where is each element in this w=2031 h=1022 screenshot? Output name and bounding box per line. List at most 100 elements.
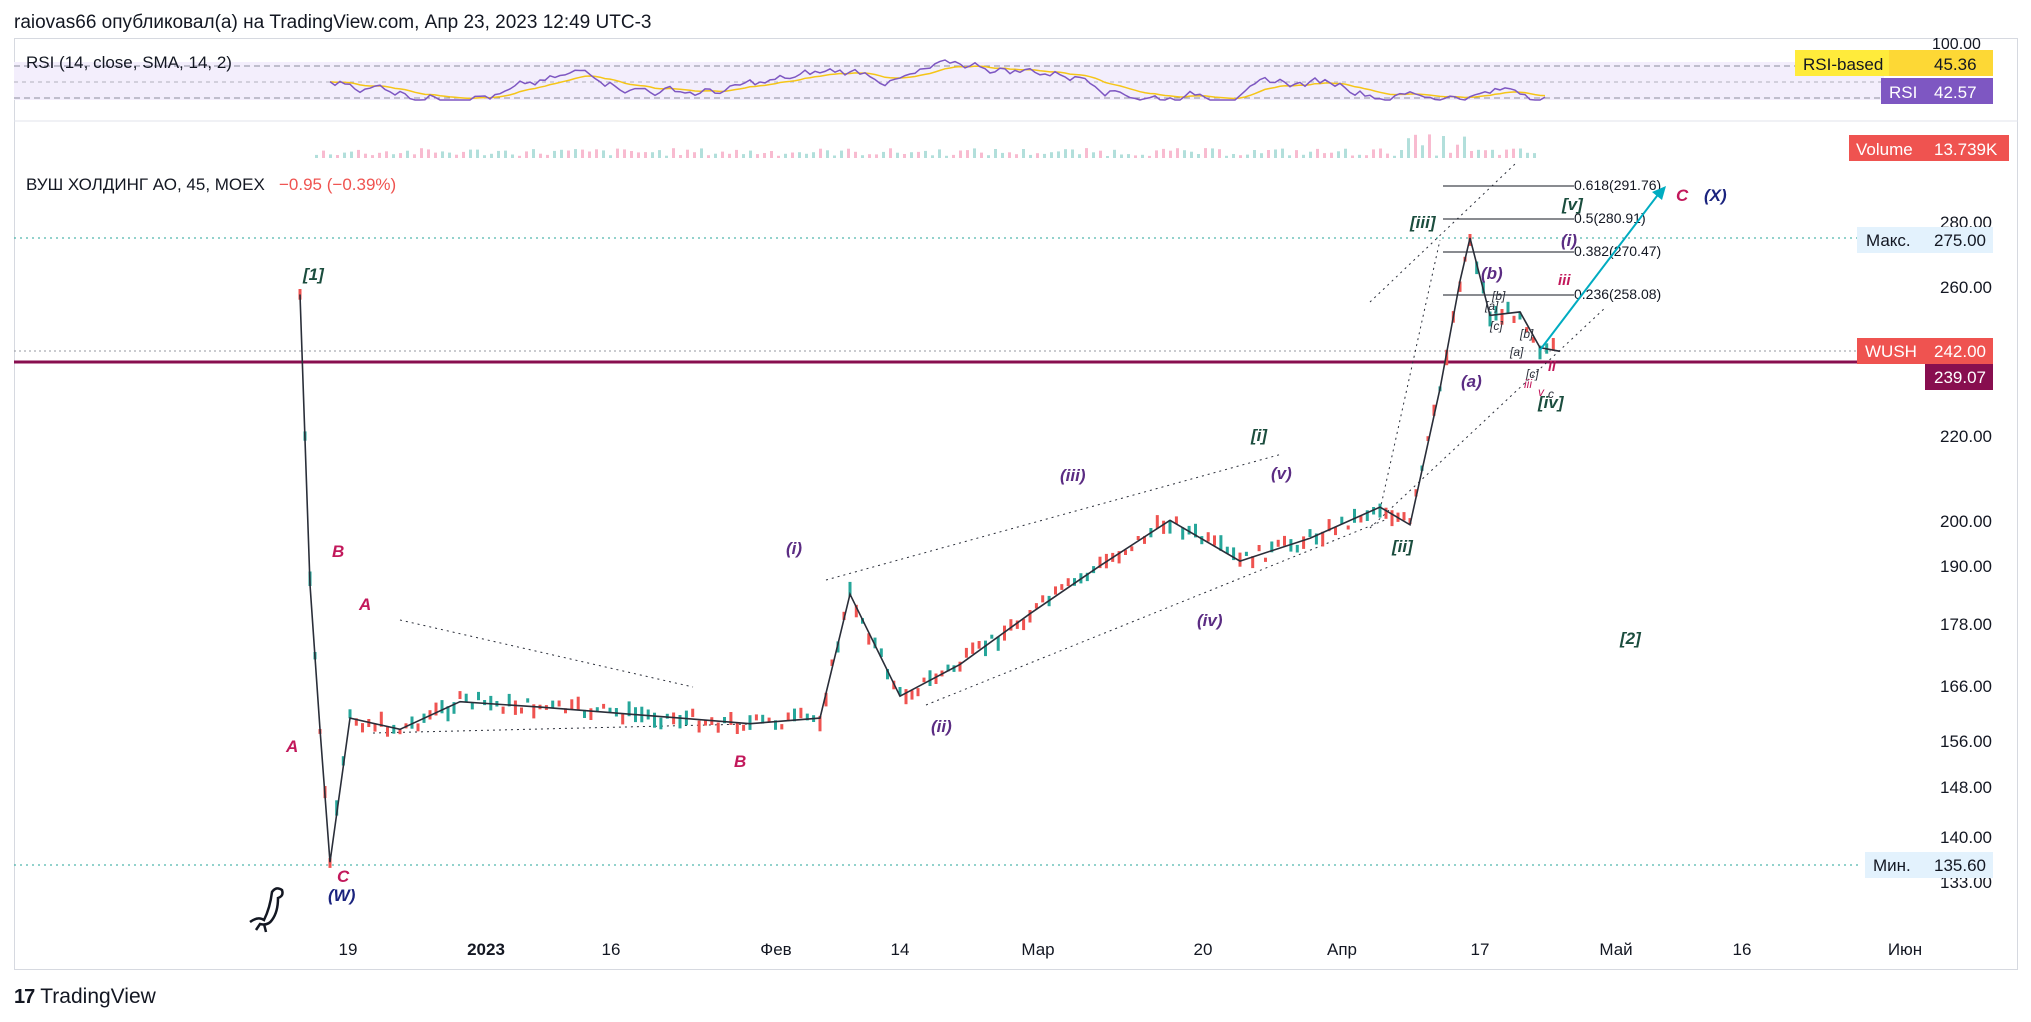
volume-bar: [707, 155, 710, 158]
candle: [446, 706, 450, 722]
volume-bar: [1162, 148, 1165, 158]
time-axis[interactable]: 19 2023 16 Фев 14 Мар 20 Апр 17 Май 16 И…: [339, 940, 1923, 959]
candle: [348, 709, 352, 719]
wave-label-2: [2]: [1619, 629, 1642, 648]
candle: [928, 670, 932, 686]
volume-bar: [805, 153, 808, 158]
volume-bar: [1148, 155, 1151, 158]
volume-bar: [777, 155, 780, 158]
volume-bar: [476, 149, 479, 158]
volume-bar: [1204, 148, 1207, 158]
candle: [1124, 549, 1127, 555]
candle: [458, 691, 462, 699]
candle: [564, 708, 567, 714]
volume-bar: [1218, 149, 1221, 158]
candle: [1334, 527, 1337, 536]
candle: [854, 604, 858, 618]
candle: [570, 699, 574, 709]
volume-bar: [385, 151, 388, 158]
wedge-upper-line[interactable]: [825, 453, 1283, 581]
min-value: 135.60: [1934, 856, 1986, 875]
volume-value-box: [1929, 135, 2009, 161]
volume-bar: [1491, 149, 1494, 158]
candle: [793, 708, 796, 722]
last-price-box: [1925, 338, 1993, 364]
min-tag: [1865, 852, 1921, 878]
candle: [513, 700, 517, 715]
candle: [1531, 337, 1535, 343]
candle: [1506, 301, 1510, 314]
volume-bar: [1288, 155, 1291, 158]
wedge-lower-line[interactable]: [925, 519, 1386, 706]
volume-bar: [1176, 148, 1179, 158]
wave-label-iii: [iii]: [1409, 213, 1437, 232]
rsi-value-box: [1925, 78, 1993, 104]
candle: [729, 712, 733, 725]
volume-bar: [392, 154, 395, 158]
volume-bar: [588, 151, 591, 158]
candle: [416, 723, 420, 732]
rsi-tag: [1881, 78, 1925, 104]
candle: [614, 708, 618, 717]
volume-bar: [1050, 152, 1053, 158]
price-tick-156: 156.00: [1940, 732, 1992, 751]
triangle-upper-line[interactable]: [399, 619, 694, 688]
candle: [1432, 404, 1436, 416]
volume-bar: [728, 153, 731, 158]
rsi-ma-label: RSI-based MA: [1803, 55, 1914, 74]
candle: [1308, 529, 1312, 537]
volume-bar: [700, 148, 703, 158]
volume-bar: [1400, 150, 1403, 158]
candle: [621, 714, 625, 725]
volume-bar: [1323, 153, 1326, 158]
volume-bar: [1064, 149, 1067, 158]
volume-bar: [1456, 144, 1459, 158]
volume-bar: [532, 149, 535, 158]
volume-bar: [1036, 153, 1039, 158]
candle: [1034, 603, 1038, 609]
candle: [1066, 578, 1070, 587]
volume-bar: [966, 150, 969, 158]
volume-bar: [749, 150, 752, 158]
channel-lower-line[interactable]: [1369, 306, 1607, 529]
footer-brand-text: TradingView: [40, 985, 156, 1008]
volume-bar: [1393, 155, 1396, 158]
fib-extension[interactable]: 0.618(291.76) 0.5(280.91) 0.382(270.47) …: [1443, 177, 1661, 302]
projection-arrow[interactable]: [1539, 186, 1666, 351]
wave-label-small-iii-2: iii: [1524, 377, 1532, 391]
volume-bar: [1477, 149, 1480, 158]
volume-bar: [1071, 149, 1074, 158]
volume-bar: [1085, 148, 1088, 158]
candle: [691, 708, 695, 718]
volume-bar: [1512, 148, 1515, 158]
volume-bar: [1134, 155, 1137, 158]
candle: [434, 702, 438, 716]
candle: [964, 647, 968, 658]
volume-bar: [1169, 150, 1172, 158]
wave-label-paren-a: (a): [1461, 372, 1482, 391]
candle: [1174, 516, 1178, 524]
candle: [1402, 512, 1406, 521]
candle: [958, 661, 962, 672]
volume-bar: [1281, 148, 1284, 158]
candle: [723, 717, 726, 724]
volume-bar: [1344, 148, 1347, 158]
volume-bar: [1386, 153, 1389, 158]
price-axis[interactable]: 280.00 260.00 220.00 200.00 190.00 178.0…: [1940, 213, 1992, 892]
volume-bar: [1449, 152, 1452, 158]
wave-label-small-c-3: c: [1548, 387, 1554, 401]
volume-bar: [434, 152, 437, 158]
candle: [977, 641, 981, 649]
footer-brand[interactable]: 17 TradingView: [14, 985, 156, 1009]
volume-bar: [553, 150, 556, 158]
candle: [886, 669, 889, 680]
volume-bar: [1365, 155, 1368, 158]
triangle-lower-line[interactable]: [372, 723, 751, 734]
volume-bar: [504, 150, 507, 158]
candle: [1257, 545, 1261, 552]
candle: [1060, 584, 1064, 590]
volume-bar: [1043, 153, 1046, 158]
candle: [1426, 436, 1430, 441]
volume-bar: [1498, 154, 1501, 158]
